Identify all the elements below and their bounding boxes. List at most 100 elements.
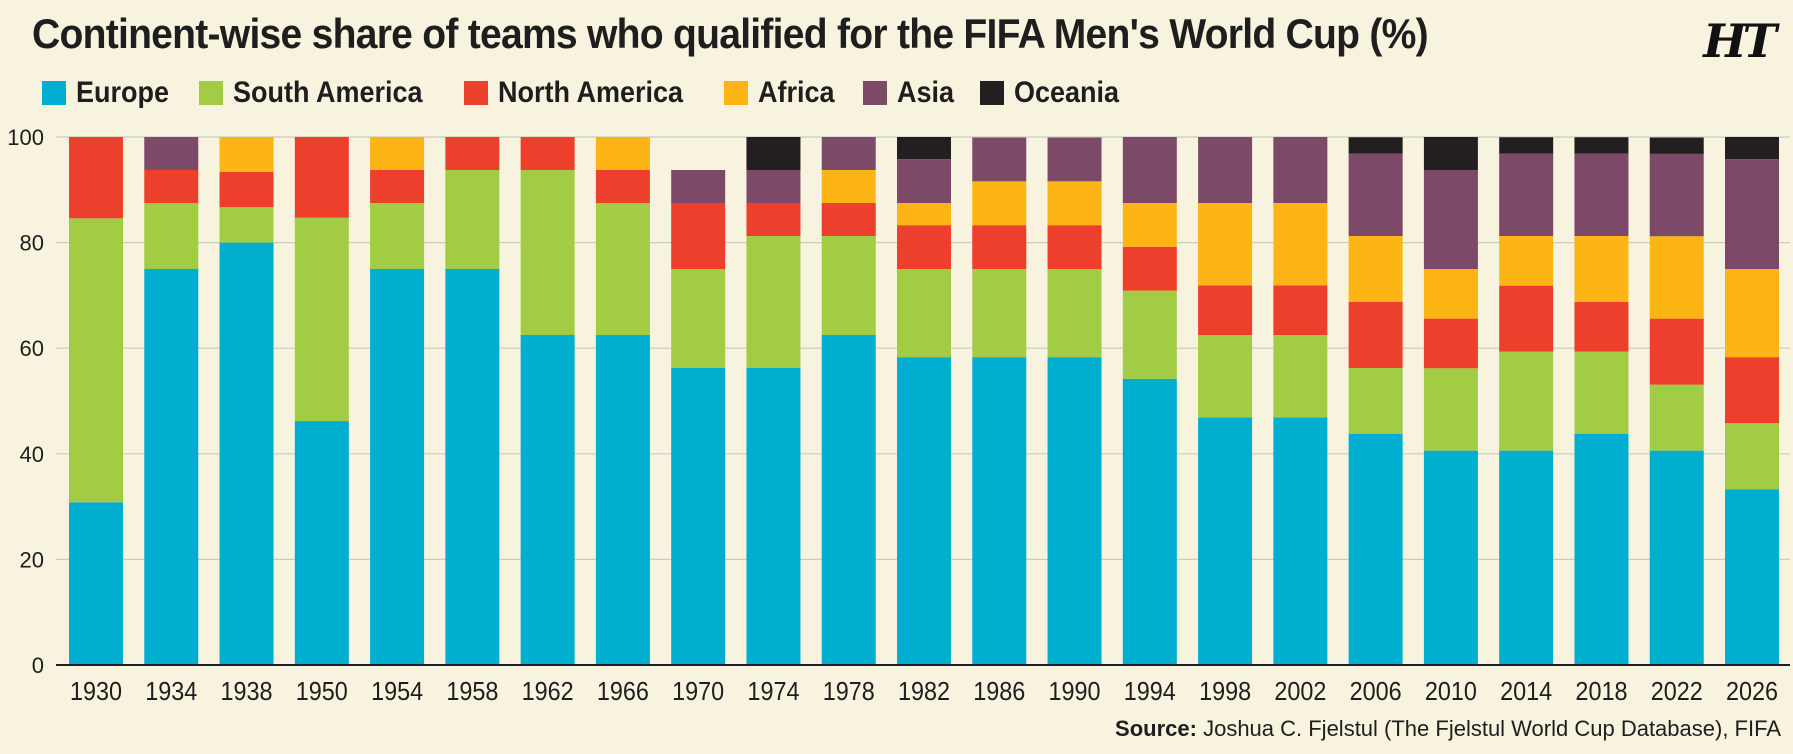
bar-segment-africa	[1574, 236, 1629, 302]
x-tick-label: 1998	[1199, 678, 1251, 706]
bar-segment-africa	[1499, 236, 1554, 286]
bar-segment-north-america	[1574, 302, 1629, 352]
legend-swatch	[463, 81, 488, 105]
bar-segment-africa	[595, 137, 650, 170]
bar-segment-north-america	[1499, 285, 1554, 352]
bar-segment-north-america	[671, 203, 726, 269]
x-tick-label: 2002	[1274, 678, 1326, 706]
bar-segment-north-america	[520, 137, 575, 170]
legend-swatch	[862, 81, 887, 105]
bar-segment-europe	[897, 357, 951, 665]
legend-item-oceania: Oceania	[980, 76, 1131, 110]
x-tick-label: 1934	[145, 678, 197, 706]
bar-segment-europe	[144, 269, 199, 665]
bar-segment-north-america	[219, 171, 274, 208]
bar-segment-north-america	[1423, 318, 1478, 369]
bar-segment-oceania	[897, 137, 951, 160]
source-label: Source:	[1115, 716, 1197, 741]
bar-segment-asia	[1725, 159, 1779, 269]
bar-segment-north-america	[595, 170, 650, 203]
bar-segment-europe	[1649, 450, 1704, 665]
bar-segment-oceania	[1499, 137, 1554, 154]
x-tick-label: 1950	[296, 678, 348, 706]
bar-segment-europe	[445, 269, 500, 665]
bar-segment-europe	[972, 357, 1027, 665]
bar-segment-europe	[1122, 378, 1177, 665]
x-tick-label: 1970	[672, 678, 724, 706]
source-text: Joshua C. Fjelstul (The Fjelstul World C…	[1203, 716, 1781, 741]
bar-segment-south-america	[821, 236, 876, 335]
bar-segment-asia	[897, 159, 951, 203]
bar-segment-south-america	[1122, 290, 1177, 379]
legend-swatch	[980, 81, 1004, 105]
bar-segment-south-america	[445, 170, 500, 269]
bar-segment-oceania	[1348, 137, 1403, 154]
bar-segment-europe	[219, 242, 274, 665]
bar-segment-asia	[1122, 137, 1177, 203]
legend-item-asia: Asia	[862, 76, 960, 110]
bar-segment-africa	[1122, 203, 1177, 247]
bar-segment-oceania	[1725, 137, 1779, 160]
bar-segment-africa	[972, 181, 1027, 226]
bar-segment-south-america	[144, 203, 199, 269]
bar-segment-asia	[1047, 137, 1102, 182]
bar-segment-south-america	[69, 218, 123, 503]
bar-segment-north-america	[1348, 302, 1403, 368]
x-tick-label: 1962	[522, 678, 574, 706]
bar-segment-europe	[1423, 450, 1478, 665]
bar-segment-north-america	[1122, 246, 1177, 291]
bar-segment-asia	[1198, 137, 1253, 203]
bar-segment-oceania	[1423, 137, 1478, 170]
bar-segment-north-america	[897, 225, 951, 269]
legend-item-north-america: North America	[463, 76, 704, 110]
chart-title: Continent-wise share of teams who qualif…	[32, 10, 1429, 57]
x-tick-label: 1994	[1124, 678, 1176, 706]
bar-segment-asia	[1649, 153, 1704, 237]
bar-segment-asia	[671, 170, 726, 203]
bar-segment-south-america	[219, 207, 274, 243]
bar-segment-south-america	[671, 269, 726, 368]
bar-segment-europe	[1574, 434, 1629, 665]
bar-segment-north-america	[821, 203, 876, 236]
bar-segment-africa	[370, 137, 425, 170]
bar-segment-africa	[1273, 203, 1328, 286]
bar-segment-south-america	[1047, 269, 1102, 358]
bar-segment-asia	[1499, 153, 1554, 236]
legend-swatch	[42, 81, 66, 105]
bar-segment-north-america	[1273, 285, 1328, 335]
bar-segment-europe	[294, 421, 349, 665]
y-tick-label: 20	[20, 547, 44, 572]
bar-segment-south-america	[897, 269, 951, 358]
bar-segment-south-america	[972, 269, 1027, 358]
bar-segment-europe	[1499, 450, 1554, 665]
bar-segment-south-america	[1574, 351, 1629, 434]
bar-segment-north-america	[1198, 285, 1253, 335]
bar-segment-north-america	[144, 170, 199, 203]
bar-segment-north-america	[746, 203, 801, 236]
bar-segment-asia	[746, 170, 801, 203]
bar-segment-oceania	[1649, 137, 1704, 154]
x-tick-label: 1930	[70, 678, 122, 706]
bar-segment-europe	[370, 269, 425, 665]
legend-label: South America	[233, 76, 423, 109]
bar-segment-south-america	[370, 203, 425, 269]
x-tick-label: 1958	[446, 678, 498, 706]
x-tick-label: 1974	[747, 678, 799, 706]
bar-segment-south-america	[1725, 423, 1779, 490]
x-tick-label: 1966	[597, 678, 649, 706]
bar-segment-europe	[520, 335, 575, 665]
bar-segment-south-america	[595, 203, 650, 335]
bar-segment-south-america	[1649, 384, 1704, 451]
bar-segment-asia	[1348, 153, 1403, 236]
legend-swatch	[723, 81, 748, 105]
x-tick-label: 2014	[1500, 678, 1552, 706]
bar-segment-south-america	[1273, 335, 1328, 418]
bar-segment-north-america	[69, 137, 123, 219]
bar-segment-south-america	[746, 236, 801, 368]
bar-segment-asia	[1574, 153, 1629, 236]
x-tick-label: 1982	[898, 678, 950, 706]
bar-segment-south-america	[294, 217, 349, 422]
legend-swatch	[199, 81, 224, 105]
x-tick-label: 2010	[1425, 678, 1477, 706]
bar-segment-africa	[897, 203, 951, 226]
